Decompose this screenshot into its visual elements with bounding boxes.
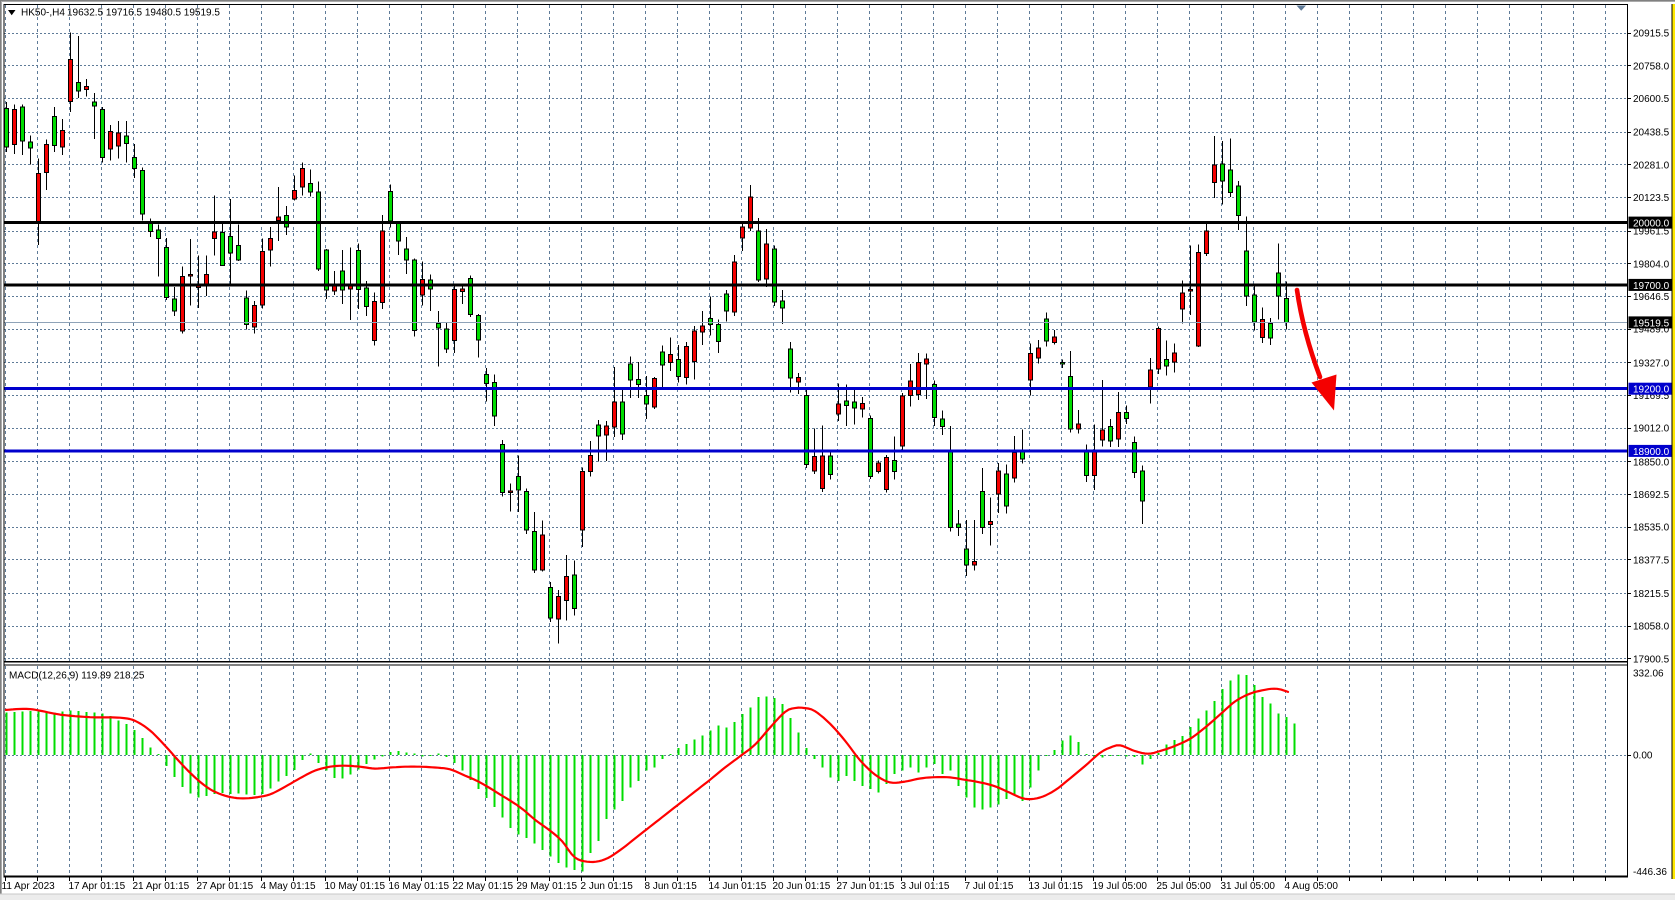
- svg-text:18215.5: 18215.5: [1633, 589, 1670, 600]
- svg-text:31 Jul 05:00: 31 Jul 05:00: [1221, 881, 1276, 892]
- svg-text:332.06: 332.06: [1633, 669, 1664, 680]
- svg-text:17 Apr 01:15: 17 Apr 01:15: [69, 881, 126, 892]
- svg-text:4 May 01:15: 4 May 01:15: [261, 881, 316, 892]
- svg-text:19961.5: 19961.5: [1633, 227, 1670, 238]
- svg-text:20000.0: 20000.0: [1633, 219, 1670, 230]
- svg-text:17900.5: 17900.5: [1633, 654, 1670, 665]
- svg-text:19327.0: 19327.0: [1633, 358, 1670, 369]
- svg-text:20123.5: 20123.5: [1633, 193, 1670, 204]
- svg-text:11 Apr 2023: 11 Apr 2023: [2, 881, 56, 892]
- svg-text:20281.0: 20281.0: [1633, 160, 1670, 171]
- svg-text:19012.0: 19012.0: [1633, 424, 1670, 435]
- svg-text:18692.5: 18692.5: [1633, 490, 1670, 501]
- svg-text:18058.0: 18058.0: [1633, 622, 1670, 633]
- svg-text:19646.5: 19646.5: [1633, 292, 1670, 303]
- svg-text:20600.5: 20600.5: [1633, 94, 1670, 105]
- svg-text:19700.0: 19700.0: [1633, 281, 1670, 292]
- svg-text:0.00: 0.00: [1633, 751, 1653, 762]
- svg-text:29 May 01:15: 29 May 01:15: [517, 881, 578, 892]
- svg-text:16 May 01:15: 16 May 01:15: [389, 881, 450, 892]
- svg-text:2 Jun 01:15: 2 Jun 01:15: [581, 881, 634, 892]
- svg-text:19804.0: 19804.0: [1633, 259, 1670, 270]
- svg-text:18900.0: 18900.0: [1633, 447, 1670, 458]
- svg-text:19169.5: 19169.5: [1633, 391, 1670, 402]
- svg-text:22 May 01:15: 22 May 01:15: [453, 881, 514, 892]
- svg-text:18535.0: 18535.0: [1633, 523, 1670, 534]
- svg-text:19489.0: 19489.0: [1633, 325, 1670, 336]
- svg-text:20438.5: 20438.5: [1633, 128, 1670, 139]
- svg-text:19632.5 19716.5 19480.5 19519.: 19632.5 19716.5 19480.5 19519.5: [67, 8, 220, 19]
- svg-text:20 Jun 01:15: 20 Jun 01:15: [773, 881, 831, 892]
- svg-text:18377.5: 18377.5: [1633, 555, 1670, 566]
- svg-text:4 Aug 05:00: 4 Aug 05:00: [1285, 881, 1339, 892]
- svg-text:18850.0: 18850.0: [1633, 457, 1670, 468]
- svg-text:19200.0: 19200.0: [1633, 385, 1670, 396]
- svg-text:19519.5: 19519.5: [1633, 318, 1670, 329]
- svg-text:7 Jul 01:15: 7 Jul 01:15: [965, 881, 1014, 892]
- svg-text:MACD(12,26,9) 119.89 218.25: MACD(12,26,9) 119.89 218.25: [9, 671, 145, 682]
- svg-text:10 May 01:15: 10 May 01:15: [325, 881, 386, 892]
- svg-text:14 Jun 01:15: 14 Jun 01:15: [709, 881, 767, 892]
- svg-text:21 Apr 01:15: 21 Apr 01:15: [133, 881, 190, 892]
- svg-text:19 Jul 05:00: 19 Jul 05:00: [1093, 881, 1148, 892]
- svg-text:27 Jun 01:15: 27 Jun 01:15: [837, 881, 895, 892]
- svg-text:20758.0: 20758.0: [1633, 61, 1670, 72]
- svg-text:20915.5: 20915.5: [1633, 29, 1670, 40]
- svg-text:HK50-,H4: HK50-,H4: [21, 8, 65, 19]
- svg-text:-446.36: -446.36: [1633, 867, 1667, 878]
- svg-text:13 Jul 01:15: 13 Jul 01:15: [1029, 881, 1084, 892]
- svg-text:8 Jun 01:15: 8 Jun 01:15: [645, 881, 698, 892]
- svg-text:27 Apr 01:15: 27 Apr 01:15: [197, 881, 254, 892]
- svg-text:25 Jul 05:00: 25 Jul 05:00: [1157, 881, 1212, 892]
- svg-text:3 Jul 01:15: 3 Jul 01:15: [901, 881, 950, 892]
